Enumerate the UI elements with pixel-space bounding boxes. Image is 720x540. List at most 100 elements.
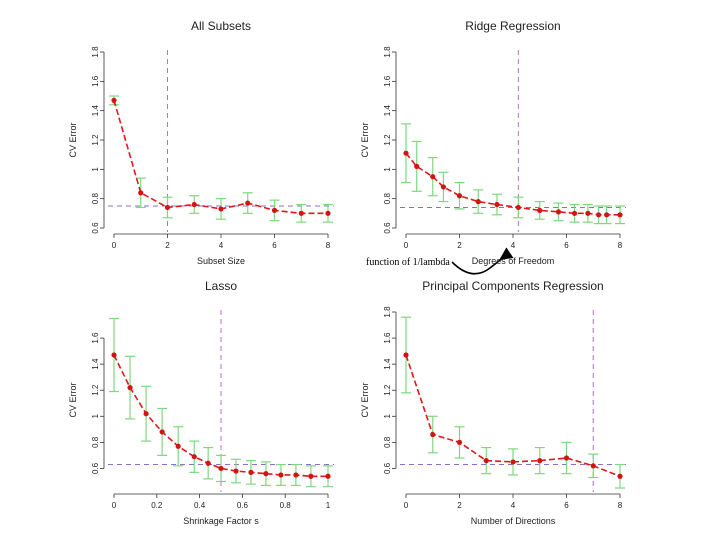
- x-tick-label: 0.4: [194, 501, 206, 510]
- data-point: [325, 210, 331, 216]
- annotation-arrow: [451, 247, 514, 275]
- data-point: [248, 469, 254, 475]
- y-tick-label: 1.6: [91, 332, 100, 344]
- y-tick-label: 1: [383, 414, 392, 419]
- data-point: [515, 204, 521, 211]
- data-point: [590, 463, 596, 469]
- data-point: [475, 199, 481, 205]
- chart-title: Principal Components Regression: [422, 279, 603, 293]
- data-point: [271, 207, 278, 213]
- y-tick-label: 1: [383, 167, 392, 172]
- data-point: [263, 471, 269, 477]
- y-tick-label: 1: [91, 167, 100, 172]
- data-point: [430, 174, 436, 180]
- y-tick-label: 1.2: [383, 384, 392, 396]
- data-point: [159, 429, 165, 435]
- cv-error-line: [113, 354, 328, 478]
- data-point: [233, 468, 239, 474]
- data-point: [456, 193, 463, 199]
- chart-panel-2: Ridge Regression 0 2 4 6 8 Degrees of Freedom 0…: [360, 19, 626, 266]
- data-point: [617, 473, 623, 479]
- y-tick-label: 1.6: [91, 75, 100, 87]
- x-tick-label: 0.2: [151, 501, 163, 510]
- cv-error-line: [113, 100, 328, 215]
- data-point: [308, 473, 314, 479]
- x-tick-label: 4: [511, 241, 516, 250]
- x-tick-label: 2: [457, 501, 462, 510]
- data-point: [403, 352, 409, 358]
- y-tick-label: 1.2: [383, 134, 392, 146]
- y-tick-label: 1.2: [91, 134, 100, 146]
- y-tick-label: 1.6: [383, 75, 392, 87]
- y-tick-label: 1.2: [91, 384, 100, 396]
- y-tick-label: 0.6: [91, 222, 100, 234]
- y-axis-label: CV Error: [68, 382, 78, 417]
- y-tick-label: 0.6: [91, 462, 100, 474]
- chart-panel-4: Principal Components Regression 0 2 4 6 8 Numb…: [360, 279, 626, 526]
- x-axis-label: Degrees of Freedom: [472, 256, 555, 266]
- data-point: [483, 458, 489, 464]
- x-tick-label: 4: [219, 241, 224, 250]
- data-point: [278, 472, 284, 478]
- y-tick-label: 1.8: [383, 306, 392, 318]
- y-tick-label: 1.4: [91, 358, 100, 370]
- x-tick-label: 6: [564, 241, 569, 250]
- x-axis-label: Subset Size: [197, 256, 245, 266]
- x-tick-label: 2: [165, 241, 170, 250]
- y-tick-label: 0.8: [91, 436, 100, 448]
- data-point: [191, 201, 197, 208]
- y-tick-label: 0.8: [91, 193, 100, 205]
- y-axis-label: CV Error: [360, 122, 370, 157]
- y-axis-label: CV Error: [360, 382, 370, 417]
- x-tick-label: 0: [112, 241, 117, 250]
- x-tick-label: 6: [564, 501, 569, 510]
- x-tick-label: 0.8: [280, 501, 292, 510]
- x-axis-label: Number of Directions: [471, 516, 556, 526]
- chart-title: Ridge Regression: [465, 19, 560, 33]
- data-point: [298, 210, 304, 216]
- data-point: [175, 443, 181, 449]
- data-point: [571, 210, 578, 216]
- y-tick-label: 0.6: [383, 222, 392, 234]
- y-tick-label: 1.8: [383, 46, 392, 58]
- data-point: [325, 473, 331, 479]
- data-point: [617, 212, 623, 218]
- x-tick-label: 1: [326, 501, 331, 510]
- y-tick-label: 1.4: [383, 105, 392, 117]
- x-tick-label: 8: [326, 241, 331, 250]
- data-point: [191, 454, 197, 460]
- data-point: [218, 465, 224, 472]
- data-point: [604, 212, 610, 218]
- data-point: [245, 200, 251, 206]
- x-tick-label: 0: [112, 501, 117, 510]
- y-tick-label: 1.4: [383, 358, 392, 370]
- data-point: [596, 212, 602, 218]
- annotation-text: function of 1/lambda: [366, 257, 450, 268]
- data-point: [510, 459, 516, 465]
- data-point: [403, 150, 409, 156]
- data-point: [537, 458, 543, 464]
- data-point: [205, 460, 211, 466]
- data-point: [585, 210, 591, 216]
- data-point: [127, 385, 133, 391]
- data-point: [440, 184, 447, 190]
- x-tick-label: 2: [457, 241, 462, 250]
- data-point: [456, 439, 463, 445]
- data-point: [293, 472, 299, 478]
- data-point: [414, 163, 420, 169]
- chart-title: All Subsets: [191, 19, 251, 33]
- y-tick-label: 1.6: [383, 332, 392, 344]
- x-tick-label: 0: [404, 501, 409, 510]
- data-point: [563, 455, 570, 461]
- chart-panel-1: All Subsets 0 2 4 6 8 Subset Size 0.6 0.8 1 1.2 1.4…: [68, 19, 334, 266]
- x-tick-label: 4: [511, 501, 516, 510]
- y-tick-label: 0.6: [383, 462, 392, 474]
- y-tick-label: 0.8: [383, 436, 392, 448]
- data-point: [138, 190, 144, 196]
- y-tick-label: 1: [91, 414, 100, 419]
- data-point: [218, 206, 224, 212]
- data-point: [164, 204, 171, 211]
- data-point: [537, 207, 543, 213]
- x-tick-label: 0.6: [237, 501, 249, 510]
